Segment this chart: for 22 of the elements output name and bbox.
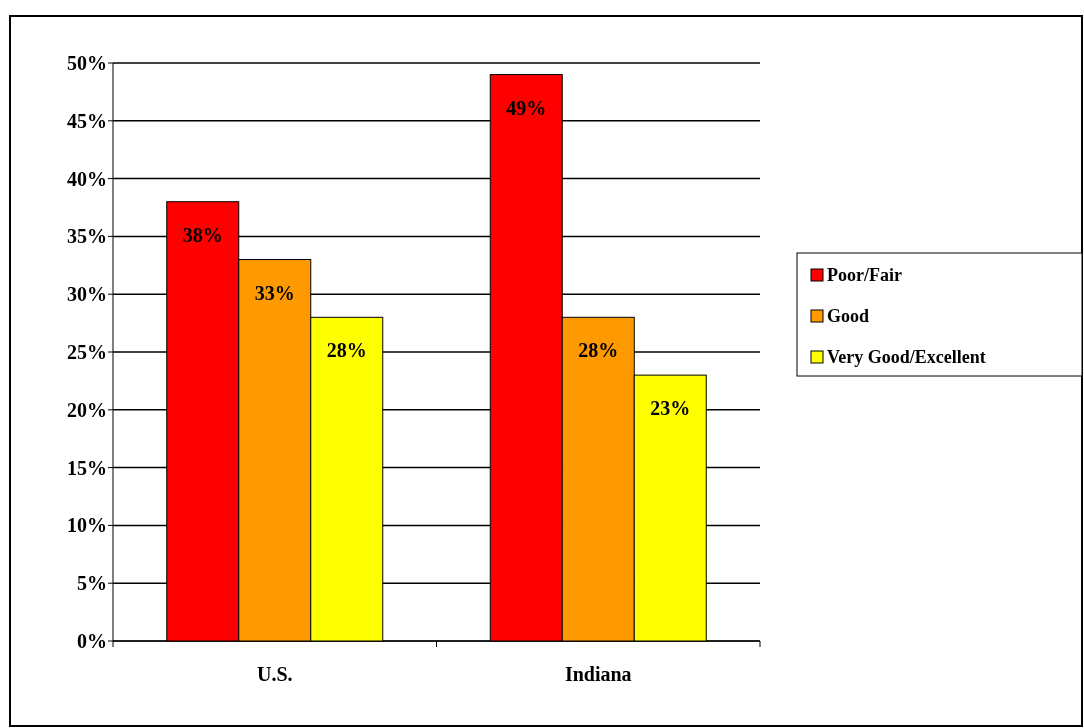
y-tick-label: 50%: [67, 52, 107, 74]
y-tick-label: 20%: [67, 398, 107, 421]
data-label: 28%: [326, 339, 367, 362]
data-label: 38%: [182, 223, 223, 246]
y-tick-label: 25%: [67, 341, 107, 363]
y-tick-label: 5%: [77, 572, 107, 595]
legend-label: Very Good/Excellent: [827, 347, 986, 368]
x-tick-label: Indiana: [564, 663, 632, 685]
data-label: 28%: [578, 339, 619, 362]
y-tick-label: 0%: [77, 630, 107, 652]
data-label: 49%: [506, 96, 547, 119]
x-tick-label: U.S.: [256, 663, 293, 685]
data-label: 33%: [254, 281, 295, 304]
y-tick-label: 30%: [67, 283, 107, 306]
y-tick-label: 10%: [67, 514, 107, 537]
y-tick-label: 15%: [67, 456, 107, 479]
y-tick-label: 35%: [67, 225, 107, 248]
y-tick-label: 45%: [67, 109, 107, 132]
legend-label: Good: [827, 306, 870, 327]
data-label: 23%: [650, 397, 691, 420]
y-tick-label: 40%: [67, 167, 107, 190]
legend-label: Poor/Fair: [827, 265, 902, 286]
